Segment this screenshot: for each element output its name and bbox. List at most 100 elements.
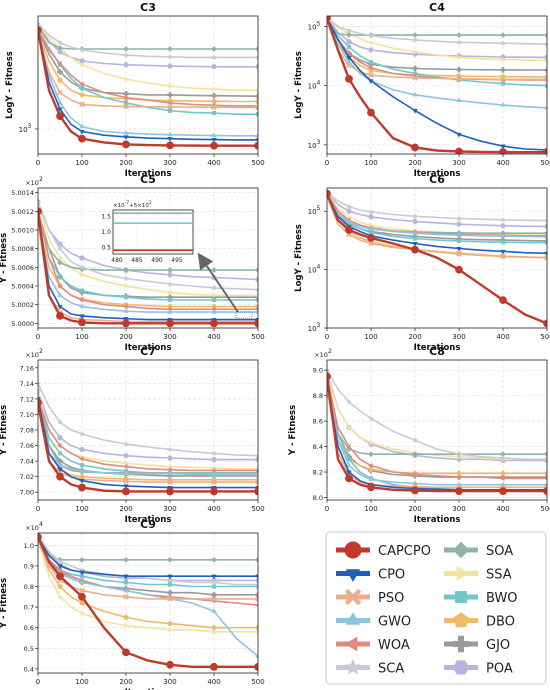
data-point-capcpo	[455, 265, 463, 274]
data-point-pso	[412, 74, 418, 81]
series-line-poa	[327, 17, 547, 59]
y-tick-label: 7.12	[20, 395, 34, 403]
data-point-sca	[543, 40, 547, 47]
legend-entry-dbo: DBO	[444, 612, 515, 630]
data-point-sca	[327, 366, 331, 373]
data-point-cpo	[456, 246, 462, 252]
data-point-gwo	[167, 131, 173, 137]
data-point-capcpo	[210, 141, 218, 150]
data-point-gwo	[412, 91, 418, 97]
data-point-capcpo	[210, 487, 218, 496]
series-line-woa	[327, 376, 547, 480]
y-tick-label: 5.0000	[11, 320, 34, 328]
x-tick-label: 500	[251, 333, 264, 341]
x-tick-label: 100	[75, 159, 88, 167]
legend-label: SSA	[486, 568, 512, 583]
data-point-sca	[367, 32, 375, 39]
legend-entry-sca: SCA	[336, 658, 404, 677]
data-point-capcpo	[38, 533, 42, 542]
series-group	[38, 198, 258, 328]
y-tick-label: 0.9	[24, 562, 34, 570]
data-point-dbo	[544, 470, 547, 476]
x-tick-label: 300	[163, 678, 176, 686]
data-point-ssa	[256, 292, 258, 299]
data-point-capcpo	[254, 141, 258, 150]
data-point-capcpo	[210, 662, 218, 671]
data-point-bwo	[500, 240, 506, 245]
x-tick-label: 200	[119, 159, 132, 167]
data-point-sca	[499, 454, 507, 461]
data-point-bwo	[412, 236, 418, 241]
data-point-pso	[211, 595, 217, 602]
data-point-sca	[455, 450, 463, 457]
legend-entry-poa: POA	[444, 660, 513, 677]
data-point-gjo	[211, 92, 217, 99]
data-point-soa	[211, 556, 217, 563]
data-point-sca	[38, 20, 42, 27]
data-point-capcpo	[254, 662, 258, 671]
data-point-sca	[122, 440, 130, 447]
data-point-capcpo	[38, 26, 42, 35]
data-point-sca	[166, 577, 174, 584]
data-point-poa	[255, 577, 258, 583]
x-tick-label: 0	[325, 159, 329, 167]
data-point-pso	[456, 75, 462, 82]
legend-label: WOA	[378, 638, 410, 653]
data-point-capcpo	[345, 74, 353, 83]
series-line-cpo	[38, 536, 258, 577]
x-tick-label: 100	[364, 505, 377, 513]
data-point-cpo	[500, 144, 506, 150]
data-point-capcpo	[455, 147, 463, 154]
data-point-pso	[57, 89, 63, 96]
data-point-pso	[79, 587, 85, 594]
data-point-bwo	[57, 451, 63, 456]
legend-label: SOA	[486, 544, 513, 559]
data-point-sca	[254, 581, 258, 588]
series-group	[327, 189, 547, 328]
data-point-soa	[123, 267, 129, 274]
data-point-gjo	[167, 589, 173, 596]
plot-frame	[326, 15, 548, 155]
legend-marker	[456, 566, 470, 581]
data-point-capcpo	[122, 140, 130, 149]
data-point-sca	[345, 398, 353, 405]
data-point-cpo	[412, 108, 418, 114]
data-point-gjo	[167, 92, 173, 98]
data-point-cpo	[123, 317, 129, 322]
data-point-gwo	[79, 468, 85, 473]
data-point-sca	[38, 198, 42, 205]
legend-frame	[325, 531, 547, 685]
y-tick-label: 1.0	[24, 542, 34, 550]
x-tick-label: 0	[36, 333, 40, 341]
data-point-soa	[211, 46, 217, 52]
data-point-pso	[368, 72, 374, 79]
data-point-sca	[254, 54, 258, 61]
data-point-capcpo	[56, 472, 64, 481]
legend-entry-ssa: SSA	[444, 566, 512, 583]
x-tick-label: 100	[75, 333, 88, 341]
legend-label: GWO	[378, 615, 411, 630]
y-tick-label: 104	[308, 80, 321, 91]
x-tick-label: 500	[540, 333, 550, 341]
y-tick-label: 5.0006	[11, 264, 34, 272]
data-point-gwo	[255, 653, 258, 659]
data-point-sca	[56, 418, 64, 425]
data-point-pso	[346, 62, 352, 69]
data-point-gwo	[500, 101, 506, 107]
data-point-soa	[255, 556, 258, 563]
legend-marker	[452, 541, 470, 559]
y-axis-multiplier: ×102	[314, 348, 332, 359]
data-point-sca	[210, 284, 218, 291]
data-point-soa	[123, 556, 129, 563]
x-tick-label: 400	[496, 159, 509, 167]
data-point-poa	[368, 214, 374, 220]
x-axis-label: Iterations	[414, 169, 461, 179]
data-point-cpo	[211, 574, 217, 580]
legend-label: DBO	[486, 615, 515, 630]
data-point-gwo	[57, 99, 63, 105]
x-tick-label: 400	[496, 333, 509, 341]
data-point-bwo	[211, 297, 217, 303]
data-point-gjo	[57, 69, 63, 75]
data-point-dbo	[255, 624, 258, 631]
data-point-gwo	[368, 225, 374, 231]
